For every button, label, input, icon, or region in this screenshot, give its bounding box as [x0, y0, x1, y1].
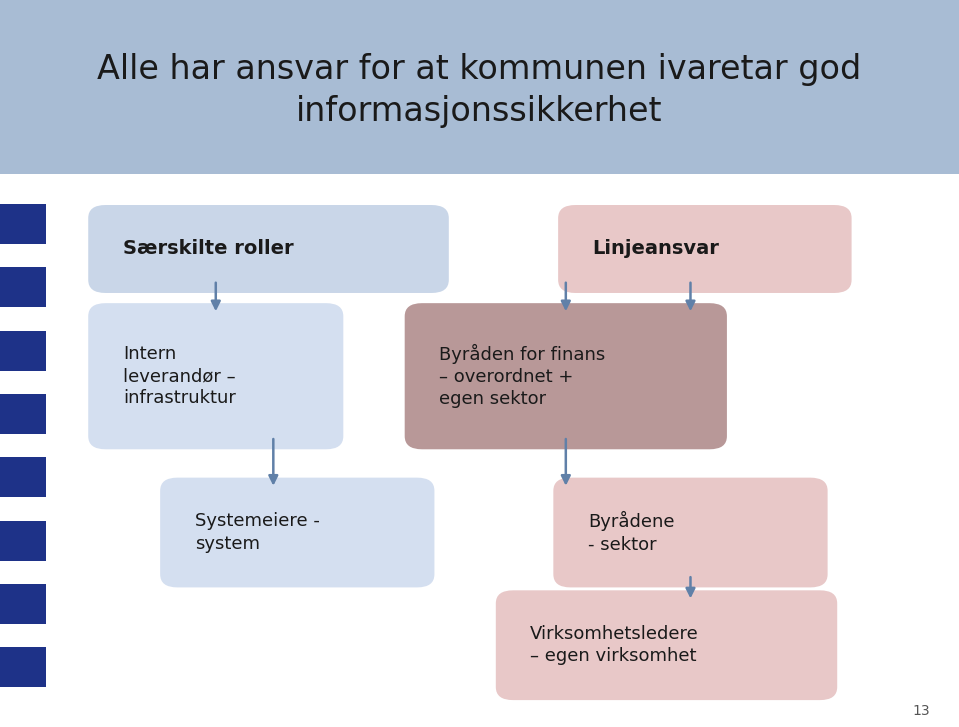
Text: Alle har ansvar for at kommunen ivaretar god
informasjonssikkerhet: Alle har ansvar for at kommunen ivaretar…	[98, 53, 861, 129]
FancyBboxPatch shape	[0, 457, 46, 497]
FancyBboxPatch shape	[496, 590, 837, 700]
FancyBboxPatch shape	[0, 394, 46, 434]
FancyBboxPatch shape	[0, 584, 46, 624]
Text: Intern
leverandør –
infrastruktur: Intern leverandør – infrastruktur	[123, 345, 236, 407]
FancyBboxPatch shape	[553, 478, 828, 587]
FancyBboxPatch shape	[160, 478, 434, 587]
FancyBboxPatch shape	[0, 521, 46, 561]
Text: 13: 13	[913, 704, 930, 718]
Text: Systemeiere -
system: Systemeiere - system	[195, 513, 319, 553]
FancyBboxPatch shape	[0, 204, 46, 244]
FancyBboxPatch shape	[0, 647, 46, 687]
FancyBboxPatch shape	[0, 0, 959, 174]
FancyBboxPatch shape	[0, 331, 46, 371]
Text: Byrådene
- sektor: Byrådene - sektor	[588, 511, 674, 554]
FancyBboxPatch shape	[558, 205, 852, 293]
Text: Virksomhetsledere
– egen virksomhet: Virksomhetsledere – egen virksomhet	[530, 625, 699, 665]
FancyBboxPatch shape	[405, 303, 727, 449]
Text: Byråden for finans
– overordnet +
egen sektor: Byråden for finans – overordnet + egen s…	[439, 344, 605, 409]
FancyBboxPatch shape	[88, 205, 449, 293]
Text: Linjeansvar: Linjeansvar	[593, 239, 719, 259]
Text: Særskilte roller: Særskilte roller	[123, 239, 293, 259]
FancyBboxPatch shape	[88, 303, 343, 449]
FancyBboxPatch shape	[0, 267, 46, 307]
